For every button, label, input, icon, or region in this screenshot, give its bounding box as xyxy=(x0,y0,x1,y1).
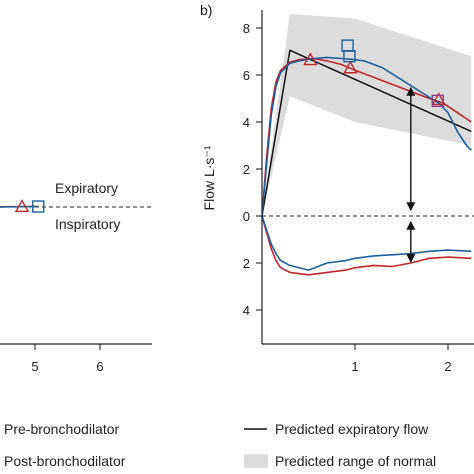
legend-item-pre-bronchodilator: Pre-bronchodilator xyxy=(4,421,120,437)
y-tick-label-6: 4 xyxy=(243,303,250,318)
y-tick-label-2: 4 xyxy=(243,115,250,130)
panel-a-series-line-1 xyxy=(0,205,39,208)
panel-a-square-marker-1 xyxy=(32,200,45,213)
panel-a-triangle-marker-0 xyxy=(14,199,30,213)
legend-label-predicted-flow: Predicted expiratory flow xyxy=(275,421,429,437)
y-tick-label-3: 2 xyxy=(243,162,250,177)
panel-b-triangle-marker-1 xyxy=(343,60,358,74)
predicted-range-area xyxy=(262,13,472,217)
arrow-head-top-1 xyxy=(406,220,416,230)
arrow-head-top-0 xyxy=(406,86,416,96)
panel-b-arrows xyxy=(406,86,416,263)
arrow-head-bottom-0 xyxy=(406,202,416,212)
panel-b-series-line-4 xyxy=(262,215,472,271)
panel-b-square-marker-4 xyxy=(343,50,356,63)
legend: Pre-bronchodilator Post-bronchodilator P… xyxy=(4,421,436,469)
panel-b-triangle-marker-0 xyxy=(303,52,318,66)
legend-label-predicted-range: Predicted range of normal xyxy=(275,453,436,469)
legend-label-post: Post-bronchodilator xyxy=(4,453,126,469)
panel-b-triangle-marker-2 xyxy=(431,92,446,106)
legend-label-pre: Pre-bronchodilator xyxy=(4,421,120,437)
annotation-expiratory: Expiratory xyxy=(55,180,118,196)
panel-b-axes xyxy=(261,10,474,345)
y-tick-label-0: 8 xyxy=(243,21,250,36)
legend-item-post-bronchodilator: Post-bronchodilator xyxy=(4,453,126,469)
panel-b-series-line-3 xyxy=(262,215,472,276)
y-tick-label-1: 6 xyxy=(243,68,250,83)
panel-a-axes xyxy=(0,206,152,345)
panel-a-x-tick-label-1: 6 xyxy=(96,359,103,374)
panel-b: b) 8 6 4 2 0 2 4 1 2 Flow L·s⁻¹ xyxy=(200,2,474,374)
panel-label-b: b) xyxy=(200,2,212,18)
predicted-range-band xyxy=(262,13,472,217)
panel-b-series-line-2 xyxy=(262,56,472,217)
x-tick-label-1: 2 xyxy=(444,359,451,374)
panel-b-square-marker-5 xyxy=(431,94,444,108)
legend-item-predicted-expiratory-flow: Predicted expiratory flow xyxy=(244,421,429,437)
panel-a-series xyxy=(0,205,39,208)
panel-b-ticks: 8 6 4 2 0 2 4 1 2 xyxy=(243,21,452,374)
arrow-head-bottom-1 xyxy=(406,254,416,263)
legend-swatch-predicted-range xyxy=(244,454,268,468)
x-tick-label-0: 1 xyxy=(351,359,358,374)
annotation-inspiratory: Inspiratory xyxy=(55,216,120,232)
legend-item-predicted-range: Predicted range of normal xyxy=(244,453,436,469)
y-tick-label-4: 0 xyxy=(243,209,250,224)
panel-a-markers xyxy=(14,199,45,213)
y-tick-label-5: 2 xyxy=(243,256,250,271)
y-axis-label: Flow L·s⁻¹ xyxy=(201,145,217,210)
panel-b-markers xyxy=(303,39,446,108)
panel-a-x-tick-label-0: 5 xyxy=(31,359,38,374)
